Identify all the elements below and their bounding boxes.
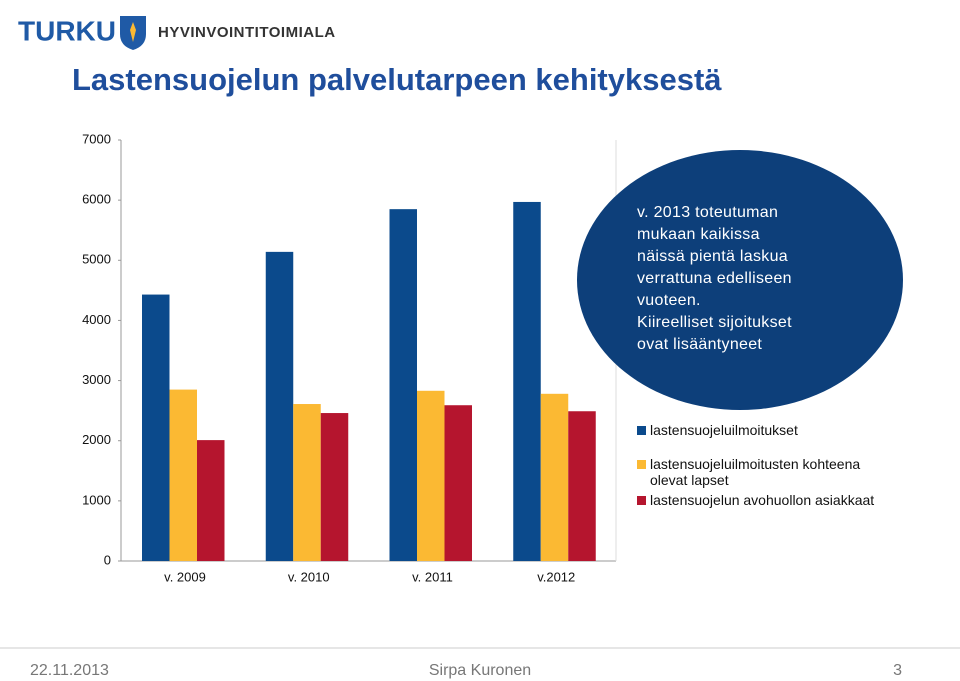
annotation-line: verrattuna edelliseen xyxy=(637,270,792,287)
bar xyxy=(513,201,541,561)
x-tick-label: v. 2011 xyxy=(412,569,453,584)
bar xyxy=(265,251,294,561)
legend-label: lastensuojeluilmoitukset xyxy=(650,422,798,438)
y-tick-label: 7000 xyxy=(82,131,111,146)
callout xyxy=(577,150,903,410)
bar xyxy=(197,440,225,561)
annotation-line: näissä pientä laskua xyxy=(637,248,788,265)
x-tick-label: v. 2009 xyxy=(164,569,206,584)
y-tick-label: 4000 xyxy=(82,312,111,327)
x-tick-label: v. 2010 xyxy=(288,569,330,584)
bar xyxy=(320,413,349,561)
legend-label: lastensuojelun avohuollon asiakkaat xyxy=(650,492,875,508)
legend-label: lastensuojeluilmoitusten kohteena olevat… xyxy=(650,456,861,488)
y-tick-label: 2000 xyxy=(82,432,111,447)
y-tick-label: 6000 xyxy=(82,192,111,207)
bar xyxy=(293,404,321,561)
footer-page: 3 xyxy=(893,662,902,679)
y-tick-label: 1000 xyxy=(82,492,111,507)
footer-author: Sirpa Kuronen xyxy=(429,662,531,679)
annotation-line: vuoteen. xyxy=(637,292,701,309)
bar xyxy=(444,405,472,561)
bar xyxy=(568,411,596,561)
bar xyxy=(417,390,445,561)
logo-shield xyxy=(120,16,146,50)
bar xyxy=(142,294,170,561)
legend-swatch xyxy=(637,496,646,505)
footer-date: 22.11.2013 xyxy=(30,662,109,679)
annotation-line: Kiireelliset sijoitukset xyxy=(637,314,792,331)
y-tick-label: 5000 xyxy=(82,252,111,267)
annotation-line: ovat lisääntyneet xyxy=(637,336,762,353)
annotation-line: mukaan kaikissa xyxy=(637,226,760,243)
bar xyxy=(169,389,197,561)
y-tick-label: 0 xyxy=(104,552,111,567)
bar xyxy=(389,209,417,561)
legend-swatch xyxy=(637,460,646,469)
logo-text: TURKU xyxy=(18,15,116,46)
legend-swatch xyxy=(637,426,646,435)
x-tick-label: v.2012 xyxy=(537,569,575,584)
slide-title: Lastensuojelun palvelutarpeen kehitykses… xyxy=(72,62,722,97)
y-tick-label: 3000 xyxy=(82,372,111,387)
department: HYVINVOINTITOIMIALA xyxy=(158,24,336,41)
annotation-line: v. 2013 toteutuman xyxy=(637,204,778,221)
bar xyxy=(540,393,569,561)
